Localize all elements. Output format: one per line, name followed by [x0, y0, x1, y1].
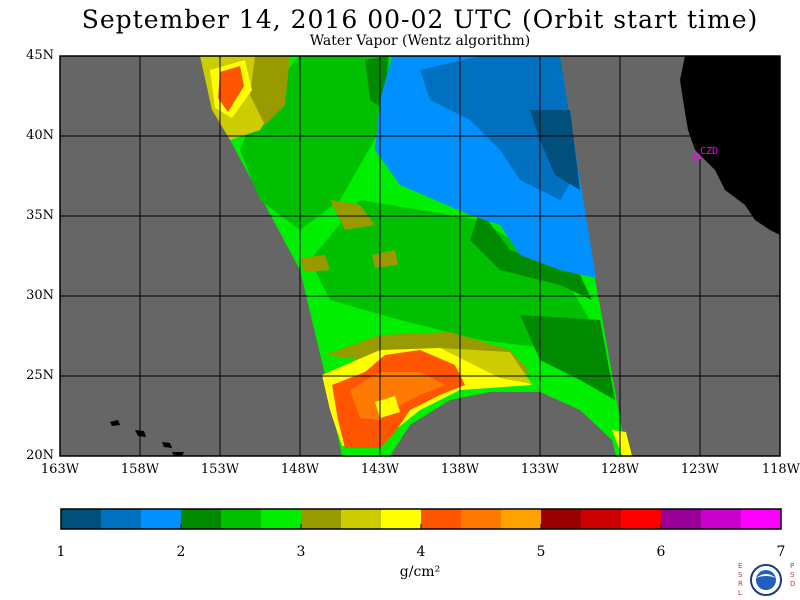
- colorbar-swatch: [461, 509, 502, 529]
- colorbar-swatch: [261, 509, 302, 529]
- swath-olive-3: [372, 250, 398, 268]
- lon-tick-label: 123W: [680, 462, 720, 477]
- swath-tip: [612, 430, 632, 456]
- colorbar-tick-label: 6: [656, 544, 666, 560]
- swath-olive-1: [330, 200, 375, 230]
- colorbar-swatch: [701, 509, 742, 529]
- colorbar-swatch: [221, 509, 262, 529]
- swath-olive-2: [300, 255, 330, 272]
- colorbar-tick-label: 7: [776, 544, 786, 560]
- swath-forest-green: [470, 210, 592, 300]
- lat-tick-label: 25N: [26, 368, 54, 383]
- colorbar-swatch: [341, 509, 382, 529]
- swath-olive-top: [250, 56, 290, 125]
- lon-tick-label: 128W: [600, 462, 640, 477]
- swath-light-yellow-bottom: [440, 348, 532, 384]
- swath-forest-green-2: [520, 315, 615, 400]
- colorbar-tick-label: 3: [296, 544, 306, 560]
- lon-tick-label: 118W: [761, 462, 800, 477]
- station-marker: [693, 153, 701, 161]
- swath-navy: [530, 110, 580, 190]
- land-hawaii-3: [162, 442, 172, 448]
- chart-title: September 14, 2016 00-02 UTC (Orbit star…: [81, 5, 759, 34]
- colorbar-swatch: [541, 509, 582, 529]
- land-hawaii-1: [110, 420, 120, 426]
- colorbar-tick-label: 2: [176, 544, 186, 560]
- lat-tick-label: 30N: [26, 288, 54, 303]
- colorbar-tick-label: 1: [56, 544, 66, 560]
- colorbar-swatch: [421, 509, 462, 529]
- colorbar-tick-label: 5: [536, 544, 546, 560]
- lat-tick-label: 35N: [26, 208, 54, 223]
- colorbar: [60, 508, 782, 530]
- lon-tick-label: 148W: [280, 462, 320, 477]
- no-data-bite: [390, 392, 616, 456]
- land-north-america: [680, 56, 780, 235]
- colorbar-swatch: [621, 509, 662, 529]
- lon-tick-label: 133W: [520, 462, 560, 477]
- lon-tick-label: 143W: [360, 462, 400, 477]
- colorbar-swatch: [381, 509, 422, 529]
- chart-subtitle: Water Vapor (Wentz algorithm): [309, 33, 531, 49]
- noaa-gull-icon: [756, 574, 776, 578]
- swath-yellow-island: [375, 396, 400, 418]
- colorbar-swatch: [141, 509, 182, 529]
- land-hawaii-4: [172, 452, 184, 456]
- colorbar-swatch: [741, 509, 782, 529]
- colorbar-unit-label: g/cm²: [399, 564, 441, 580]
- colorbar-swatch: [101, 509, 142, 529]
- lat-tick-label: 45N: [26, 48, 54, 63]
- noaa-emblem-inner: [756, 570, 776, 590]
- lon-tick-label: 138W: [440, 462, 480, 477]
- lat-tick-label: 20N: [26, 448, 54, 463]
- plot-border: [59, 55, 781, 457]
- colorbar-swatch: [501, 509, 542, 529]
- swath-orange-top: [218, 66, 244, 112]
- lon-tick-label: 153W: [200, 462, 240, 477]
- colorbar-swatch: [301, 509, 342, 529]
- colorbar-swatch: [61, 509, 102, 529]
- colorbar-swatch: [581, 509, 622, 529]
- lon-tick-label: 163W: [40, 462, 80, 477]
- lon-tick-label: 158W: [120, 462, 160, 477]
- colorbar-tick-label: 4: [416, 544, 426, 560]
- lat-tick-label: 40N: [26, 128, 54, 143]
- colorbar-swatch: [181, 509, 222, 529]
- station-label: CZD: [700, 146, 719, 157]
- colorbar-swatch: [661, 509, 702, 529]
- swath-light-orange-bottom: [350, 372, 445, 420]
